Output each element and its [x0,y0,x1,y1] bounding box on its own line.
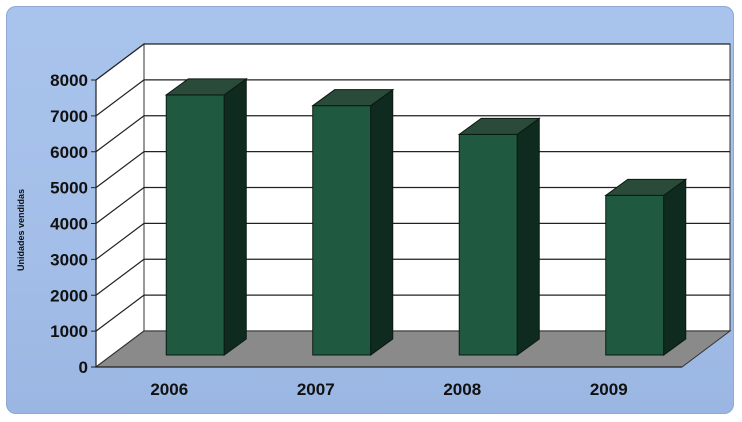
y-tick-label: 5000 [50,179,88,198]
x-tick-label: 2006 [150,380,188,399]
bar-side [370,88,394,356]
bar-2007 [311,88,395,356]
bar-2008 [457,117,541,356]
gridline [95,43,730,81]
bar-2009 [604,178,688,356]
y-axis-ticks: 0 1000 2000 3000 4000 5000 6000 7000 8000 [50,71,96,377]
y-tick-label: 4000 [50,215,88,234]
bar-top [311,89,395,107]
y-tick-label: 8000 [50,71,88,90]
x-tick-label: 2009 [590,380,628,399]
x-axis-ticks: 2006 2007 2008 2009 [150,380,627,399]
bar-2006 [164,77,248,356]
bar-top [604,178,688,196]
bar-top [164,78,248,96]
bar-top [457,117,541,135]
gridline [95,79,730,117]
x-tick-label: 2007 [297,380,335,399]
y-axis-label: Unidades vendidas [16,189,26,271]
bar-side [516,117,540,356]
y-tick-label: 7000 [50,107,88,126]
bar-front [312,105,372,356]
bar-front [605,194,665,356]
bar-side [663,178,687,356]
y-tick-label: 6000 [50,143,88,162]
y-tick-label: 2000 [50,286,88,305]
y-tick-label: 0 [79,358,88,377]
bar-front [458,133,518,356]
bars [164,77,688,356]
bar-front [165,94,225,356]
y-tick-label: 3000 [50,250,88,269]
bar-side [223,77,247,356]
x-tick-label: 2008 [443,380,481,399]
gridline [95,115,730,153]
y-tick-label: 1000 [50,322,88,341]
